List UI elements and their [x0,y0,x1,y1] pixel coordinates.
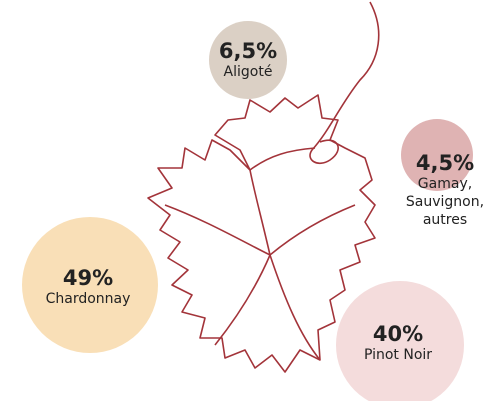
value-label: 6,5% [219,39,277,63]
category-label: Chardonnay [46,290,131,308]
value-label: 40% [364,322,432,346]
bubble-label: 40%Pinot Noir [364,322,432,364]
category-label: Pinot Noir [364,346,432,364]
bubble-label: 4,5%Gamay, Sauvignon, autres [395,151,495,229]
category-label: Aligoté [219,63,277,81]
bubble-label: 49%Chardonnay [46,266,131,308]
value-label: 49% [46,266,131,290]
bubble-label: 6,5%Aligoté [219,39,277,81]
value-label: 4,5% [395,151,495,175]
infographic: 6,5%Aligoté4,5%Gamay, Sauvignon, autres4… [0,0,496,401]
category-label: Gamay, Sauvignon, autres [395,175,495,229]
